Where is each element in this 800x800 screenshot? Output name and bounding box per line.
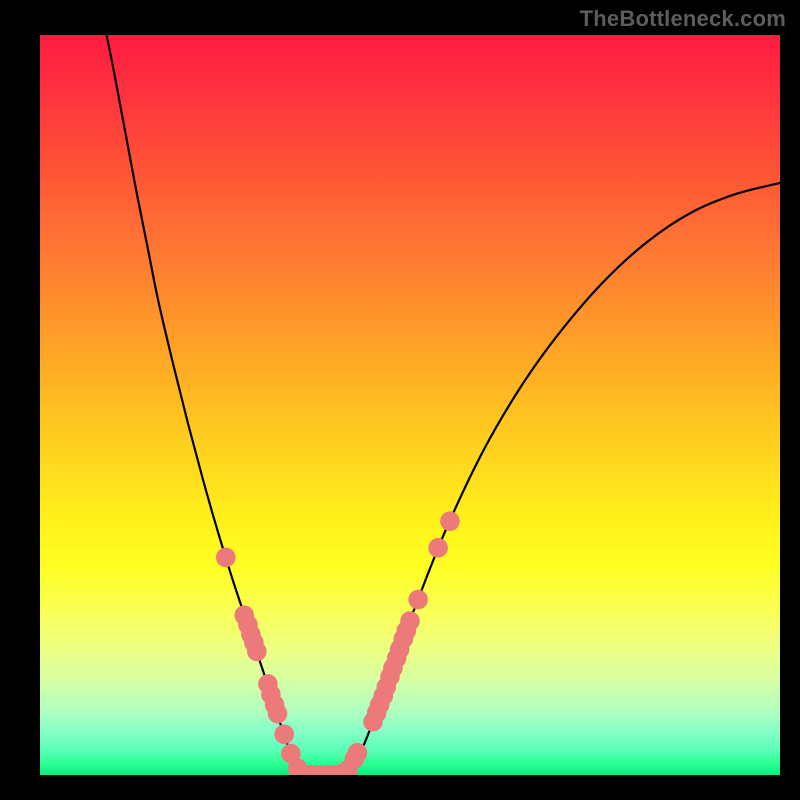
- data-marker: [400, 611, 420, 631]
- data-marker: [268, 704, 288, 724]
- data-marker: [274, 725, 294, 745]
- data-marker: [428, 538, 448, 558]
- bottleneck-chart: [0, 0, 800, 800]
- data-marker: [348, 743, 368, 763]
- data-marker: [247, 642, 267, 662]
- data-marker: [440, 511, 460, 531]
- plot-background: [40, 35, 780, 775]
- chart-stage: TheBottleneck.com: [0, 0, 800, 800]
- watermark-text: TheBottleneck.com: [580, 6, 786, 32]
- data-marker: [216, 548, 236, 568]
- data-marker: [408, 590, 428, 610]
